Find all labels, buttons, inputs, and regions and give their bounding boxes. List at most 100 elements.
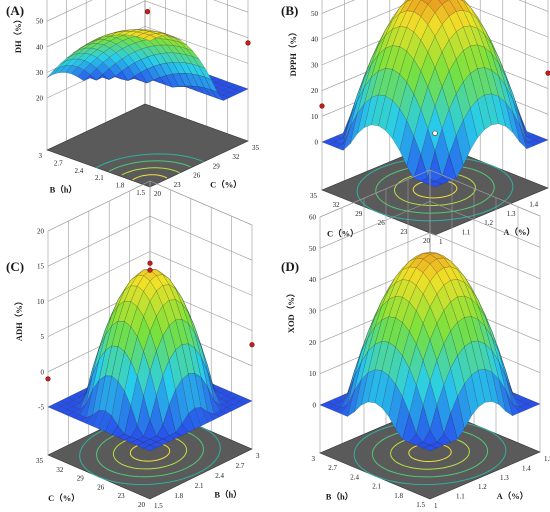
x-tick-label: 1.4 [529,200,538,208]
y-tick-label: 2.4 [74,167,83,175]
y-tick-label: 2.4 [350,473,359,481]
panel-b-label: (B) [281,3,298,18]
x-tick-label: 2.1 [195,482,204,490]
y-axis-label: B（h） [326,492,353,502]
surface-facet [143,444,157,452]
x-tick-label: 1 [434,502,438,510]
z-axis-label: ADH（%） [14,297,24,341]
x-axis-ticks: 11.11.21.31.41.5 [439,200,539,246]
x-axis-ticks: 20 23 26 29 32 35 [154,144,260,198]
design-point [245,40,251,46]
y-tick-label: 32 [56,466,64,474]
x-tick-label: 3 [256,452,260,460]
contour-line [121,167,180,176]
panel-a: 203040506070DH（%）202326293235C（%）1.51.82… [6,0,260,198]
y-tick-label: 3 [312,455,316,463]
panel-d-label: (D) [281,259,299,274]
design-point [147,267,153,273]
x-tick-label: 1.1 [456,493,465,501]
design-points [144,9,251,46]
design-point [45,376,51,382]
y-tick-label: 3 [39,152,43,160]
contour-lines [96,153,204,181]
y-tick-label: 1.5 [416,501,425,509]
z-tick-label: 0 [41,368,45,376]
z-tick-label: 5 [41,333,45,341]
z-tick-label: 0 [315,139,319,147]
x-axis-ticks: 1.5 1.8 2.1 2.4 2.7 3 [154,452,260,510]
z-tick-label: 20 [36,95,44,103]
y-tick-label: 2.1 [95,174,104,182]
z-tick-label: -5 [38,404,44,412]
surface-facet [143,34,157,42]
y-tick-label: 1.8 [116,182,125,190]
response-surface [47,268,253,452]
x-axis-label: B（h） [214,490,241,500]
z-tick-label: 50 [309,245,317,253]
design-point [319,103,325,109]
z-tick-label: 30 [36,69,44,77]
y-tick-label: 2.7 [54,159,63,167]
x-tick-label: 1.3 [507,210,516,218]
y-tick-label: 2.7 [328,464,337,472]
z-tick-label: 30 [309,308,317,316]
y-tick-label: 1.8 [394,492,403,500]
y-tick-label: 32 [333,201,341,209]
y-axis-ticks: 1.5 1.8 2.1 2.4 2.7 3 [39,152,146,197]
design-points [45,260,255,382]
y-tick-label: 1.5 [136,189,145,197]
contour-line [96,153,204,169]
surface-facet [422,445,438,452]
z-axis-ticks: 203040506070 [36,0,44,103]
response-surface [46,29,249,101]
x-tick-label: 1.5 [154,502,163,510]
x-tick-label: 1.2 [484,219,493,227]
y-axis-ticks: 1.5 1.8 2.1 2.4 2.7 3 [312,455,426,509]
panel-b: 010203040506070DPPH（%）11.11.21.31.41.5A（… [281,0,550,246]
x-tick-label: 35 [252,144,260,152]
design-point [144,9,151,15]
panel-a-label: (A) [6,3,24,18]
x-tick-label: 32 [232,153,240,161]
contour-plane [46,103,249,188]
design-point [432,130,438,136]
contour-line [132,174,168,181]
response-surface [319,252,541,452]
z-axis-label: XOD（%） [286,289,296,333]
y-tick-label: 29 [355,210,363,218]
design-points [319,70,550,136]
panel-c: -5 0 5 10 15 20 ADH（%） 1.5 1.8 2.1 2.4 2.7 3 B（h） 20 23… [6,180,260,510]
z-tick-label: 20 [309,339,317,347]
y-tick-label: 26 [97,483,105,491]
y-tick-label: 29 [77,475,85,483]
y-tick-label: 20 [423,237,431,245]
x-tick-label: 1.2 [478,483,487,491]
z-tick-label: 40 [311,36,319,44]
x-tick-label: 1.8 [174,492,183,500]
x-tick-label: 26 [193,172,201,180]
x-tick-label: 1.5 [544,455,550,463]
design-point [249,342,255,348]
y-tick-label: 35 [310,192,318,200]
z-tick-label: 10 [37,298,45,306]
z-axis-ticks: 010203040506070 [311,10,319,147]
z-axis-ticks: 0 10 20 30 40 50 60 [309,214,317,410]
y-tick-label: 23 [400,228,408,236]
x-axis-label: A（%） [503,227,535,237]
z-tick-label: 20 [311,87,319,95]
y-tick-label: 2.1 [372,483,381,491]
z-axis-ticks: -5 0 5 10 15 20 [37,228,45,412]
x-tick-label: 1.1 [462,229,471,237]
design-point [147,260,153,266]
z-tick-label: 50 [311,10,319,18]
panel-d: 0102030405060XOD（%）11.11.21.31.41.5A（%）1… [281,169,550,510]
x-tick-label: 23 [174,181,182,189]
z-tick-label: 15 [37,263,45,271]
z-tick-label: 50 [36,18,44,26]
z-tick-label: 20 [37,228,45,236]
x-tick-label: 1.4 [522,464,531,472]
z-tick-label: 60 [309,214,317,222]
z-tick-label: 30 [311,61,319,69]
z-tick-label: 10 [309,370,317,378]
